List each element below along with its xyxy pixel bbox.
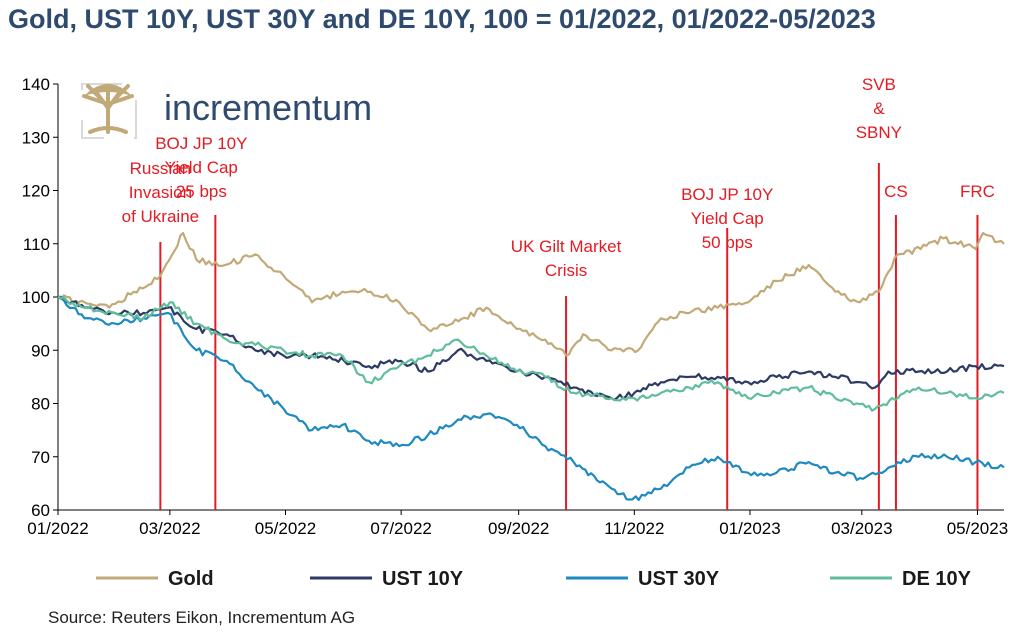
chart-title: Gold, UST 10Y, UST 30Y and DE 10Y, 100 =… (8, 4, 876, 34)
y-tick-label: 120 (22, 182, 50, 201)
x-tick-label: 05/2023 (947, 519, 1008, 538)
logo-text: incrementum (164, 87, 372, 128)
series-line-gold (57, 232, 1005, 357)
tree-icon (81, 83, 137, 139)
event-label: BOJ JP 10Y Yield Cap 25 bps (155, 134, 247, 201)
y-tick-label: 90 (31, 341, 50, 360)
y-tick-label: 80 (31, 395, 50, 414)
event-label: FRC (960, 182, 995, 201)
source-note: Source: Reuters Eikon, Incrementum AG (48, 608, 356, 627)
x-tick-label: 07/2022 (370, 519, 431, 538)
event-label: Russian Invasion of Ukraine (122, 159, 199, 226)
event-label: UK Gilt Market Crisis (511, 237, 622, 280)
logo: incrementum (81, 83, 372, 139)
x-tick-label: 05/2022 (255, 519, 316, 538)
y-tick-label: 60 (31, 501, 50, 520)
y-tick-label: 110 (23, 235, 50, 254)
series-line-de-10y (57, 295, 1005, 412)
series-line-ust-10y (57, 295, 1005, 402)
x-tick-label: 03/2022 (139, 519, 200, 538)
event-label: CS (884, 182, 908, 201)
y-tick-label: 130 (22, 128, 50, 147)
series-line-ust-30y (57, 295, 1005, 501)
event-label: SVB & SBNY (856, 75, 902, 142)
x-tick-label: 01/2022 (27, 519, 88, 538)
y-tick-label: 140 (22, 75, 50, 94)
y-tick-label: 70 (31, 448, 50, 467)
y-tick-label: 100 (22, 288, 50, 307)
x-tick-label: 09/2022 (488, 519, 549, 538)
legend-label: Gold (168, 568, 214, 590)
x-tick-label: 03/2023 (831, 519, 892, 538)
legend-label: UST 10Y (382, 568, 464, 590)
event-label: BOJ JP 10Y Yield Cap 50 bps (681, 185, 773, 252)
legend-label: UST 30Y (638, 568, 720, 590)
legend-label: DE 10Y (902, 568, 972, 590)
x-tick-label: 01/2023 (719, 519, 780, 538)
x-tick-label: 11/2022 (604, 519, 664, 538)
